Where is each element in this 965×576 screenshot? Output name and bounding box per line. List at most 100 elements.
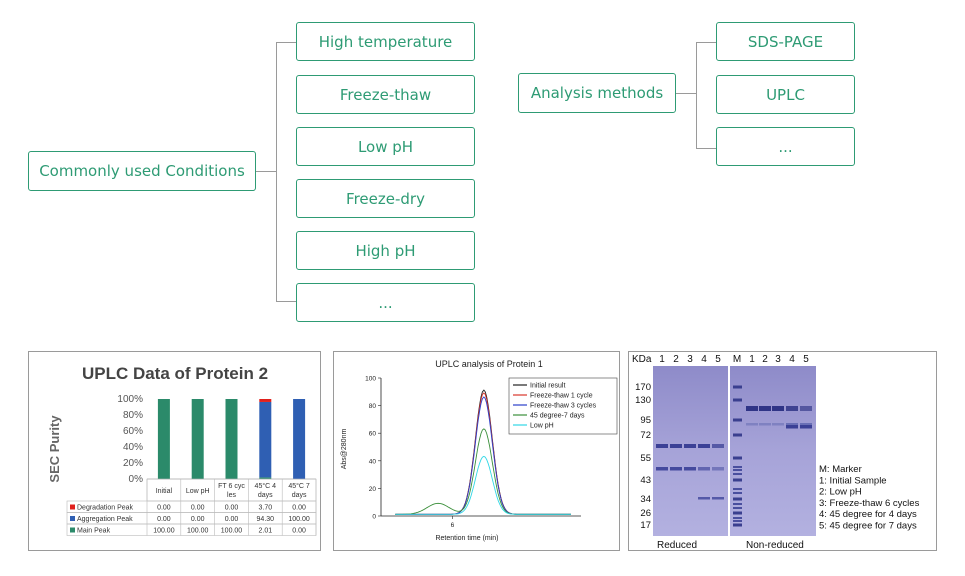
gel-heavy-chain-band — [670, 444, 682, 448]
gel-kda-label: KDa — [632, 354, 652, 365]
bar-category-label: days — [292, 492, 307, 499]
line-legend-label: Freeze-thaw 1 cycle — [530, 393, 593, 400]
line-legend-label: Freeze-thaw 3 cycles — [530, 403, 597, 410]
bar-chart-ylabel: SEC Purity — [47, 415, 62, 483]
bar-value-label: 0.00 — [191, 516, 205, 523]
gel-mw-label: 72 — [640, 430, 651, 441]
condition-label: Low pH — [357, 137, 414, 156]
gel-marker-band — [733, 523, 742, 527]
line-legend-label: 45 degree-7 days — [530, 413, 585, 420]
gel-legend-item: 3: Freeze-thaw 6 cycles — [819, 498, 920, 509]
conditions-bracket — [276, 42, 297, 302]
bar-category-label: FT 6 cyc — [218, 483, 245, 490]
line-chart-title: UPLC analysis of Protein 1 — [435, 359, 543, 369]
method-label: UPLC — [766, 85, 805, 104]
line-ytick-label: 0 — [372, 514, 376, 521]
bar-value-label: 94.30 — [257, 516, 275, 523]
bar-value-label: 0.00 — [225, 516, 239, 523]
gel-lane-header: 2 — [762, 354, 768, 365]
gel-fragment-band — [800, 425, 812, 429]
gel-marker-header: M — [733, 354, 741, 365]
condition-label: ... — [378, 293, 393, 312]
bar-ytick-label: 0% — [129, 474, 144, 485]
bar-segment — [191, 399, 204, 479]
bar-category-label: Initial — [156, 488, 173, 495]
gel-marker-band — [733, 473, 742, 475]
bar-segment — [225, 399, 238, 479]
gel-mw-label: 43 — [640, 475, 651, 486]
gel-mw-label: 95 — [640, 415, 651, 426]
methods-connector — [676, 93, 696, 94]
gel-light-chain-band — [656, 467, 668, 471]
bar-table-row — [66, 523, 317, 536]
methods-bracket — [696, 42, 717, 149]
gel-reduced-label: Reduced — [657, 540, 697, 551]
bar-ytick-label: 60% — [123, 426, 143, 437]
line-series-path — [395, 455, 571, 515]
bar-legend-label: Main Peak — [77, 528, 111, 535]
gel-fragment-band — [759, 423, 771, 426]
line-chart-xlabel: Retention time (min) — [435, 535, 498, 542]
gel-legend-item: 1: Initial Sample — [819, 475, 887, 486]
gel-reduced-area — [653, 366, 728, 536]
bar-category-label: 45°C 7 — [288, 482, 310, 490]
bar-segment — [293, 399, 306, 479]
gel-heavy-chain-band — [712, 444, 724, 448]
gel-intact-band — [759, 406, 771, 411]
line-chart-panel: UPLC analysis of Protein 1 Abs@280nm Ret… — [333, 351, 620, 551]
conditions-root-box: Commonly used Conditions — [28, 151, 256, 191]
gel-marker-band — [733, 398, 742, 402]
bar-value-label: 100.00 — [288, 516, 310, 523]
gel-lane-header: 4 — [701, 354, 707, 365]
gel-marker-band — [733, 385, 742, 389]
gel-heavy-chain-band — [698, 444, 710, 448]
condition-label: Freeze-thaw — [339, 85, 432, 104]
line-series-path — [395, 428, 571, 515]
condition-box-freeze-dry: Freeze-dry — [296, 179, 475, 218]
gel-marker-band — [733, 503, 742, 505]
bar-segment — [157, 399, 170, 479]
line-ytick-label: 100 — [365, 376, 376, 383]
gel-light-chain-band — [684, 467, 696, 471]
gel-marker-band — [733, 517, 742, 519]
gel-nonreduced-area — [730, 366, 816, 536]
gel-lane-header: 1 — [659, 354, 665, 365]
method-box-more: ... — [716, 127, 855, 166]
gel-mw-label: 170 — [635, 382, 651, 393]
methods-root-label: Analysis methods — [530, 84, 664, 102]
bar-value-label: 0.00 — [225, 505, 239, 512]
bar-value-label: 100.00 — [187, 528, 209, 535]
bar-legend-swatch — [70, 527, 75, 533]
gel-lane-header: 2 — [673, 354, 679, 365]
gel-light-chain-band — [698, 467, 710, 471]
bar-segment — [259, 401, 272, 478]
gel-heavy-chain-band — [684, 444, 696, 448]
bar-value-label: 3.70 — [258, 505, 272, 512]
gel-marker-band — [733, 492, 742, 494]
gel-intact-band — [772, 406, 784, 411]
gel-lane-header: 3 — [775, 354, 781, 365]
method-box-uplc: UPLC — [716, 75, 855, 114]
gel-marker-band — [733, 507, 742, 509]
bar-value-label: 100.00 — [153, 528, 175, 535]
bar-legend-swatch — [70, 516, 75, 521]
gel-marker-band — [733, 497, 742, 501]
gel-intact-band — [786, 406, 798, 411]
bar-legend-label: Degradation Peak — [77, 505, 134, 512]
bar-ytick-label: 40% — [123, 442, 143, 453]
method-label: SDS-PAGE — [747, 32, 824, 51]
gel-marker-band — [733, 433, 742, 437]
bar-value-label: 100.00 — [221, 528, 243, 535]
line-ytick-label: 20 — [369, 486, 377, 493]
line-ytick-label: 60 — [369, 431, 377, 438]
bar-segment — [259, 399, 272, 402]
method-box-sds-page: SDS-PAGE — [716, 22, 855, 61]
bar-category-label: Low pH — [186, 488, 210, 495]
bar-chart-panel: UPLC Data of Protein 2 SEC Purity 100% 80… — [28, 351, 321, 551]
gel-light-chain-band — [712, 467, 724, 471]
bar-value-label: 0.00 — [292, 528, 306, 535]
condition-label: Freeze-dry — [346, 189, 425, 208]
gel-degradation-band — [712, 497, 724, 500]
gel-fragment-band — [772, 423, 784, 426]
